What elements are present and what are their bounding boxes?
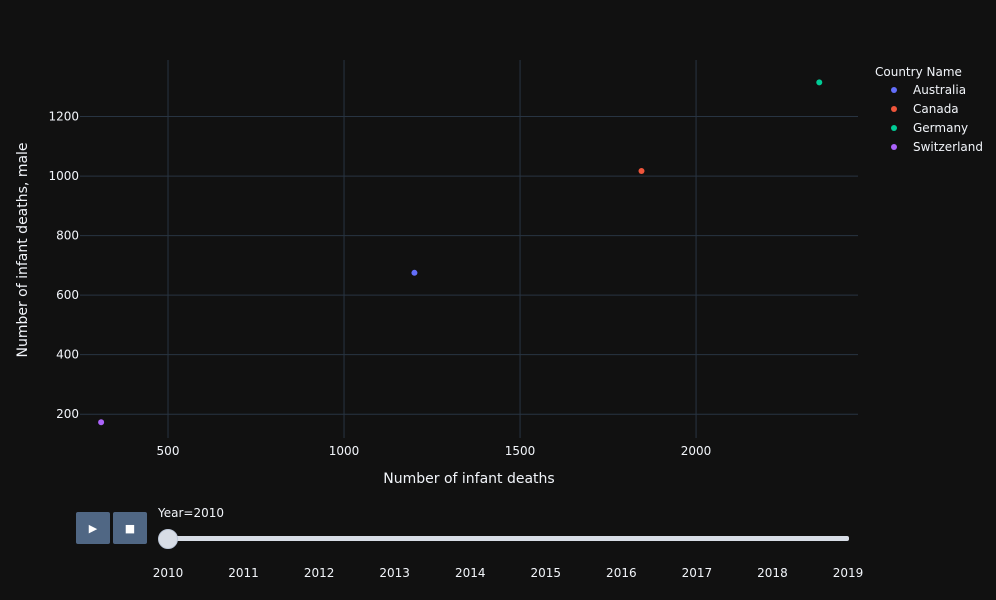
- legend-marker-germany[interactable]: [891, 125, 897, 131]
- x-tick-label: 1500: [505, 444, 536, 458]
- stop-button[interactable]: ■: [113, 512, 147, 544]
- y-tick-labels: 200 400 600 800 1000 1200: [48, 110, 79, 422]
- slider-step-2010[interactable]: 2010: [152, 566, 184, 580]
- legend: Country Name Australia Canada Germany Switz…: [875, 65, 983, 154]
- y-tick-label: 400: [56, 348, 79, 362]
- year-slider-handle[interactable]: [158, 529, 178, 549]
- legend-marker-switzerland[interactable]: [891, 144, 897, 150]
- play-icon: ▶: [88, 521, 98, 535]
- x-axis-title: Number of infant deaths: [383, 471, 554, 487]
- legend-label-germany[interactable]: Germany: [913, 121, 968, 135]
- data-point-germany[interactable]: [816, 79, 823, 86]
- data-point-canada[interactable]: [638, 168, 645, 175]
- x-tick-labels: 500 1000 1500 2000: [157, 444, 712, 458]
- y-tick-label: 1000: [48, 169, 79, 183]
- y-tick-label: 600: [56, 288, 79, 302]
- legend-marker-australia[interactable]: [891, 87, 897, 93]
- slider-step-2011[interactable]: 2011: [228, 566, 259, 580]
- x-tick-label: 1000: [329, 444, 360, 458]
- slider-step-2012[interactable]: 2012: [303, 566, 335, 580]
- slider-step-2015[interactable]: 2015: [530, 566, 562, 580]
- slider-step-2016[interactable]: 2016: [606, 566, 637, 580]
- slider-step-2018[interactable]: 2018: [757, 566, 788, 580]
- slider-step-2013[interactable]: 2013: [379, 566, 410, 580]
- legend-label-australia[interactable]: Australia: [913, 83, 966, 97]
- year-slider-track[interactable]: [166, 536, 849, 541]
- legend-title: Country Name: [875, 65, 962, 79]
- slider-step-2017[interactable]: 2017: [681, 566, 713, 580]
- y-axis-title: Number of infant deaths, male: [15, 142, 31, 357]
- slider-current-value: Year=2010: [158, 506, 224, 520]
- y-tick-label: 1200: [48, 110, 79, 124]
- data-point-australia[interactable]: [411, 269, 418, 276]
- y-tick-label: 800: [56, 229, 79, 243]
- slider-step-2019[interactable]: 2019: [832, 566, 864, 580]
- stop-icon: ■: [124, 521, 136, 535]
- data-points: [98, 79, 823, 426]
- grid-lines: [80, 60, 858, 438]
- play-button[interactable]: ▶: [76, 512, 110, 544]
- y-tick-label: 200: [56, 407, 79, 421]
- x-tick-label: 500: [157, 444, 180, 458]
- legend-label-switzerland[interactable]: Switzerland: [913, 140, 983, 154]
- data-point-switzerland[interactable]: [98, 419, 105, 426]
- legend-label-canada[interactable]: Canada: [913, 102, 959, 116]
- slider-step-2014[interactable]: 2014: [454, 566, 486, 580]
- x-tick-label: 2000: [681, 444, 712, 458]
- legend-marker-canada[interactable]: [891, 106, 897, 112]
